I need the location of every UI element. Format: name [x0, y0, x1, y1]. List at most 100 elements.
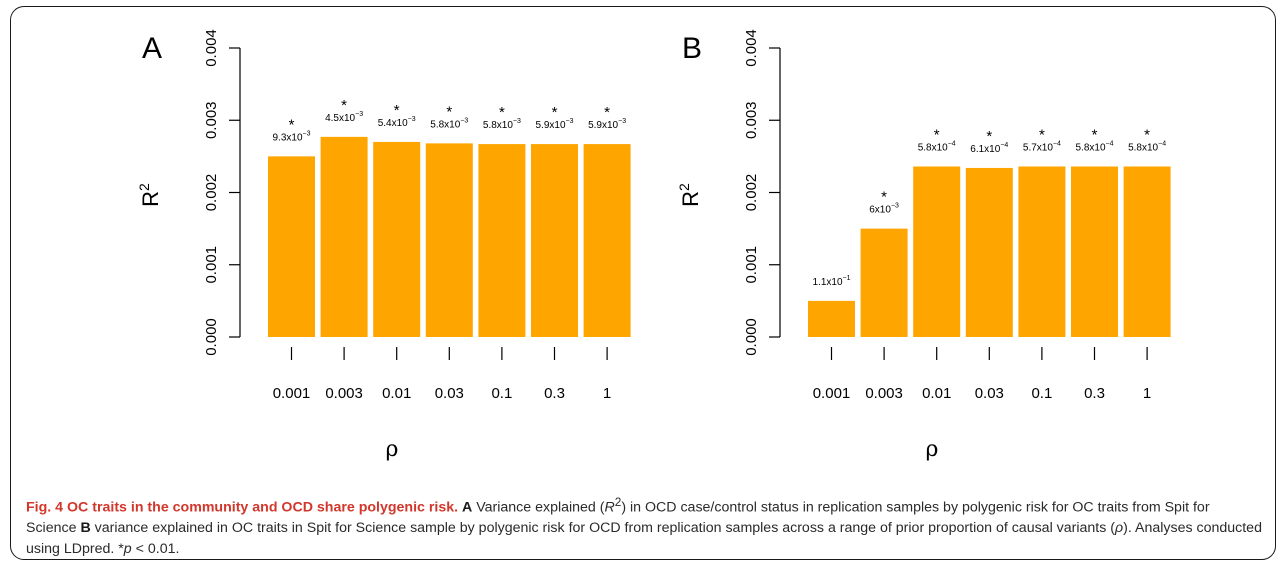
x-category-label: 0.3 [1084, 385, 1105, 402]
bar-a-0.01 [373, 141, 421, 337]
significance-star: * [881, 189, 887, 206]
p-value-exponent: −4 [1158, 140, 1166, 147]
x-category-label: 0.003 [865, 385, 903, 402]
caption-p-symbol: p [123, 540, 132, 557]
bar-b-0.001 [808, 300, 855, 337]
p-value-label: 5.9x10−3 [588, 118, 626, 131]
significance-star: * [934, 126, 940, 143]
p-value-exponent: −3 [460, 117, 468, 124]
p-value-label: 5.8x10−3 [430, 117, 468, 130]
chart-panel-b: B 0.000 0.001 0.002 0.003 0.004 R2 1.1x10−1 0.00… [676, 29, 1171, 462]
p-value-exponent: −3 [408, 116, 416, 123]
panel-a-y-tick-label: 0.002 [203, 174, 220, 212]
p-value-exponent: −4 [1106, 140, 1114, 147]
caption-part-a-text-2: ) in OCD case/control status in replicat… [26, 499, 1210, 537]
panel-b-y-tick-label: 0.004 [743, 29, 760, 67]
panel-a-y-tick-label: 0.004 [203, 29, 220, 67]
p-value-label: 6.1x10−4 [970, 142, 1008, 155]
p-value-mantissa: 6.1x10 [970, 144, 1000, 155]
y-label-superscript: 2 [676, 183, 692, 191]
panel-a-y-label: R2 [136, 183, 163, 207]
significance-star: * [394, 102, 400, 119]
panel-b-x-label: ρ [926, 437, 939, 462]
p-value-mantissa: 6x10 [869, 205, 891, 216]
caption-part-b-text-3: < 0.01. [131, 540, 180, 557]
bar-a-0.3 [531, 144, 578, 337]
panel-b-y-label: R2 [676, 183, 703, 207]
p-value-exponent: −3 [566, 118, 574, 125]
p-value-exponent: −3 [891, 203, 899, 210]
significance-star: * [552, 104, 558, 121]
significance-star: * [986, 128, 992, 145]
bar-a-0.003 [320, 136, 368, 337]
p-value-mantissa: 5.8x10 [1075, 142, 1105, 153]
p-value-exponent: −3 [355, 111, 363, 118]
bar-b-1 [1123, 166, 1171, 337]
p-value-mantissa: 5.8x10 [1128, 142, 1158, 153]
caption-figure-label: Fig. 4 [26, 499, 64, 516]
panel-a-y-tick-label: 0.003 [203, 101, 220, 139]
caption-part-b-label: B [80, 520, 91, 537]
p-value-label: 5.9x10−3 [535, 118, 573, 131]
caption-rho-symbol: ρ [1115, 520, 1124, 537]
caption-r-symbol: R [604, 499, 615, 516]
p-value-mantissa: 5.9x10 [588, 120, 618, 131]
p-value-mantissa: 5.9x10 [535, 120, 565, 131]
p-value-exponent: −4 [948, 140, 956, 147]
p-value-exponent: −1 [843, 275, 851, 282]
bar-b-0.03 [965, 167, 1013, 337]
figure-caption: Fig. 4 OC traits in the community and OC… [26, 492, 1262, 559]
x-category-label: 0.3 [544, 385, 565, 402]
panel-b-y-tick-label: 0.002 [743, 174, 760, 212]
bar-a-0.001 [268, 156, 315, 337]
bar-b-0.01 [913, 166, 961, 337]
significance-star: * [1092, 126, 1098, 143]
panel-b-y-tick-label: 0.001 [743, 246, 760, 284]
panel-b-label: B [682, 32, 702, 65]
p-value-mantissa: 4.5x10 [325, 113, 355, 124]
x-category-label: 0.01 [382, 385, 411, 402]
x-category-label: 0.1 [1031, 385, 1052, 402]
x-category-label: 0.03 [975, 385, 1004, 402]
p-value-label: 5.4x10−3 [378, 116, 416, 129]
significance-star: * [289, 116, 295, 133]
x-category-label: 0.1 [491, 385, 512, 402]
caption-title: OC traits in the community and OCD share… [67, 499, 459, 516]
p-value-label: 5.8x10−4 [1128, 140, 1166, 153]
bar-b-0.3 [1071, 166, 1118, 337]
panel-a-x-label: ρ [386, 437, 399, 462]
caption-r-sup: 2 [614, 495, 622, 509]
p-value-exponent: −3 [618, 118, 626, 125]
x-category-label: 0.001 [273, 385, 311, 402]
panel-a-y-tick-label: 0.000 [203, 318, 220, 356]
panel-b-y-tick-label: 0.000 [743, 318, 760, 356]
significance-star: * [499, 104, 505, 121]
p-value-exponent: −3 [513, 118, 521, 125]
panel-b-y-tick-label: 0.003 [743, 101, 760, 139]
p-value-mantissa: 1.1x10 [812, 277, 842, 288]
bar-a-0.1 [478, 144, 526, 337]
bar-a-1 [583, 144, 631, 337]
x-category-label: 1 [603, 385, 611, 402]
chart-panel-a: A0.0000.0010.0020.0030.004R29.3x10−3*0.0… [136, 29, 631, 462]
significance-star: * [446, 103, 452, 120]
caption-part-a-label: A [462, 499, 473, 516]
significance-star: * [1039, 126, 1045, 143]
x-category-label: 0.03 [435, 385, 464, 402]
panel-a-label: A [142, 32, 162, 65]
p-value-label: 1.1x10−1 [812, 275, 850, 288]
panel-a-y-tick-label: 0.001 [203, 246, 220, 284]
p-value-mantissa: 5.8x10 [918, 142, 948, 153]
p-value-label: 6x10−3 [869, 203, 899, 216]
p-value-label: 5.8x10−3 [483, 118, 521, 131]
caption-part-b-text-1: variance explained in OC traits in Spit … [94, 520, 1116, 537]
x-category-label: 0.003 [325, 385, 363, 402]
y-label-superscript: 2 [136, 183, 152, 191]
x-category-label: 1 [1143, 385, 1151, 402]
p-value-mantissa: 5.8x10 [483, 120, 513, 131]
p-value-exponent: −4 [1000, 142, 1008, 149]
caption-part-a-text-1: Variance explained ( [476, 499, 605, 516]
bar-b-0.1 [1018, 166, 1066, 337]
p-value-mantissa: 5.7x10 [1023, 142, 1053, 153]
significance-star: * [341, 97, 347, 114]
